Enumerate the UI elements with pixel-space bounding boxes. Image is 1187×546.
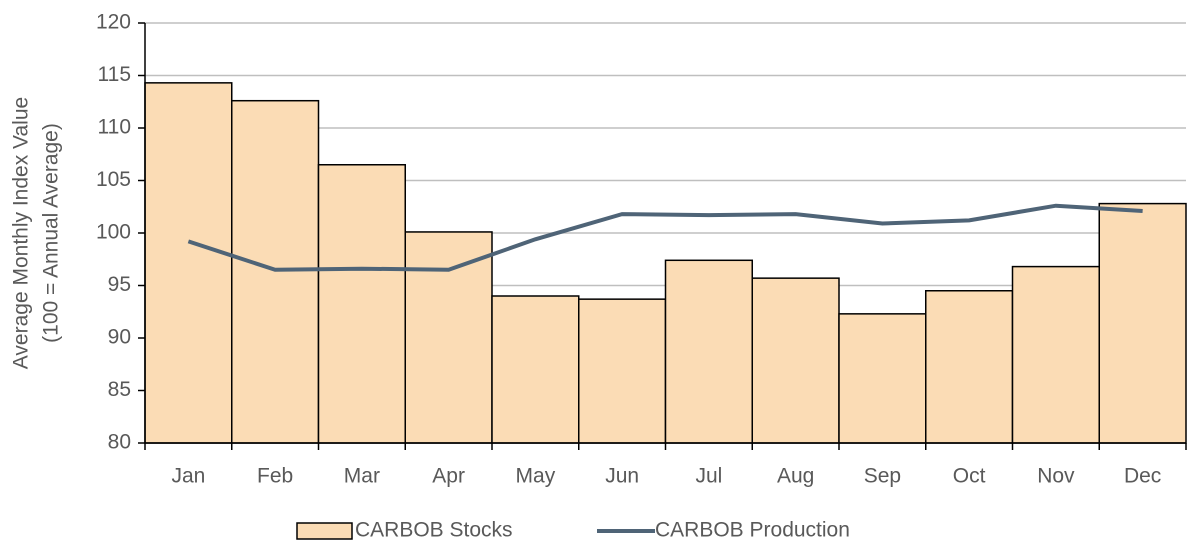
y-tick-label: 105 <box>96 168 131 191</box>
x-tick-label: Jul <box>695 465 722 488</box>
x-tick-label: Sep <box>864 465 901 488</box>
legend-label: CARBOB Stocks <box>355 519 513 542</box>
bar <box>578 298 667 444</box>
bar <box>751 277 840 444</box>
y-tick-label: 80 <box>108 431 131 454</box>
x-tick-label: Apr <box>432 465 465 488</box>
y-axis-label: Average Monthly Index Value <box>10 97 33 369</box>
x-tick-label: Oct <box>953 465 986 488</box>
x-tick-label: Nov <box>1037 465 1075 488</box>
x-tick-label: Jun <box>605 465 639 488</box>
y-tick-label: 100 <box>96 221 131 244</box>
y-axis-label: (100 = Annual Average) <box>40 123 63 343</box>
x-tick-label: Aug <box>777 465 814 488</box>
bar <box>317 164 406 444</box>
bar <box>1011 265 1100 444</box>
x-tick-label: Dec <box>1124 465 1161 488</box>
y-tick-label: 115 <box>98 63 131 86</box>
bar <box>925 290 1014 444</box>
legend-swatch <box>296 522 353 540</box>
bar <box>231 99 320 444</box>
y-tick-label: 95 <box>108 273 131 296</box>
x-tick-label: May <box>516 465 556 488</box>
bar <box>491 295 580 444</box>
y-tick-label: 85 <box>108 378 131 401</box>
bar <box>144 82 233 444</box>
x-tick-label: Feb <box>257 465 293 488</box>
y-tick-label: 110 <box>98 116 131 139</box>
y-tick-label: 90 <box>108 326 131 349</box>
bar <box>664 259 753 444</box>
legend-label: CARBOB Production <box>655 519 850 542</box>
bar <box>1098 202 1187 444</box>
y-tick-label: 120 <box>96 11 131 34</box>
x-tick-label: Mar <box>344 465 380 488</box>
line <box>187 203 1143 272</box>
x-tick-label: Jan <box>171 465 205 488</box>
bar <box>838 313 927 444</box>
bar <box>404 231 493 444</box>
